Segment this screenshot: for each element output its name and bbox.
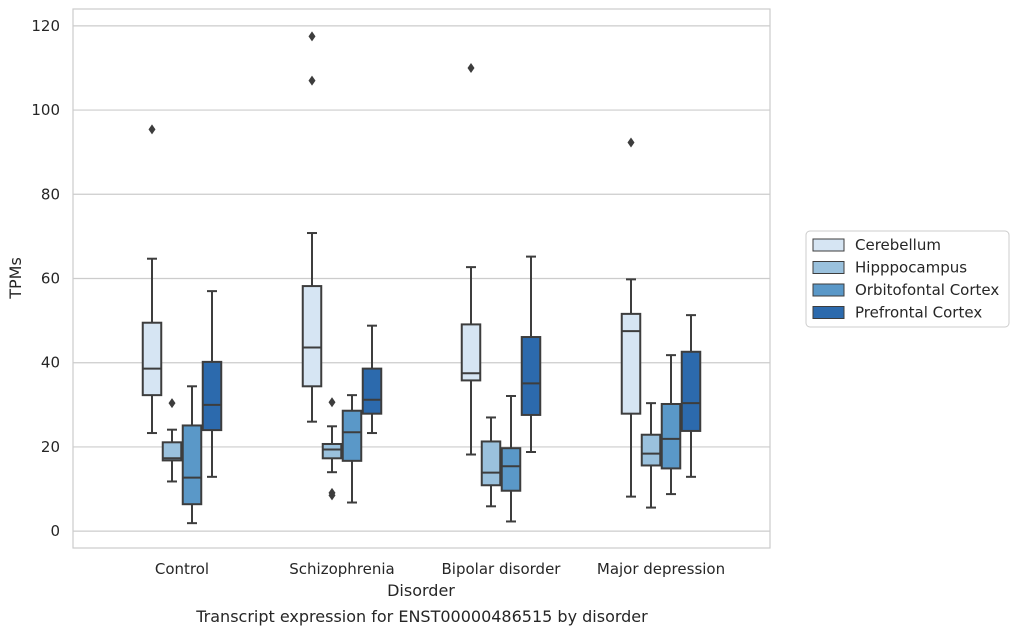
legend-swatch — [812, 238, 845, 252]
outlier-point — [168, 398, 176, 409]
box-0-0 — [141, 124, 163, 435]
box-0-1 — [301, 31, 323, 423]
legend-label: Prefrontal Cortex — [855, 304, 982, 322]
outlier-point — [308, 75, 316, 86]
box-rect — [660, 402, 682, 470]
box-1-0 — [161, 398, 183, 483]
y-tick-label: 80 — [41, 185, 60, 203]
y-tick-label: 60 — [41, 270, 60, 288]
box-3-1 — [361, 324, 383, 435]
box-rect — [181, 424, 203, 506]
x-tick-label: Schizophrenia — [289, 560, 394, 578]
box-rect — [460, 323, 482, 382]
legend-swatch — [812, 283, 845, 297]
box-1-3 — [640, 402, 662, 509]
box-1-1 — [321, 397, 343, 501]
outlier-point — [148, 124, 156, 135]
box-3-2 — [520, 255, 542, 453]
legend-label: Hipppocampus — [855, 259, 967, 277]
y-tick-label: 100 — [31, 101, 60, 119]
boxes — [141, 31, 702, 525]
box-0-2 — [460, 62, 482, 456]
box-rect — [640, 433, 662, 467]
box-rect — [201, 360, 223, 432]
box-rect — [301, 285, 323, 388]
legend-label: Cerebellum — [855, 236, 941, 254]
box-rect — [500, 447, 522, 492]
outlier-point — [328, 397, 336, 408]
legend-swatch — [812, 261, 845, 274]
box-rect — [620, 312, 642, 415]
box-2-1 — [341, 394, 363, 504]
box-rect — [341, 409, 363, 462]
x-tick-label: Major depression — [597, 560, 725, 578]
y-tick-labels: 0 20 40 60 80 100 120 — [31, 17, 60, 540]
y-tick-label: 40 — [41, 354, 60, 372]
x-tick-label: Bipolar disorder — [442, 560, 562, 578]
legend: Cerebellum Hipppocampus Orbitofontal Corte… — [805, 230, 1010, 328]
box-3-0 — [201, 290, 223, 478]
y-axis-title: TPMs — [6, 257, 25, 300]
y-tick-label: 120 — [31, 17, 60, 35]
box-rect — [161, 441, 183, 462]
x-tick-labels: Control Schizophrenia Bipolar disorder Majo… — [155, 560, 725, 578]
plot-frame — [72, 8, 771, 549]
box-2-0 — [181, 385, 203, 525]
legend-frame — [805, 230, 1010, 328]
box-1-2 — [480, 416, 502, 508]
chart-caption: Transcript expression for ENST0000048651… — [195, 607, 648, 626]
box-rect — [480, 440, 502, 487]
box-rect — [680, 350, 702, 432]
box-3-3 — [680, 314, 702, 478]
x-axis-title: Disorder — [387, 581, 455, 600]
box-rect — [520, 336, 542, 416]
outlier-point — [308, 31, 316, 42]
outlier-point — [467, 62, 475, 73]
box-rect — [141, 321, 163, 397]
outlier-point — [328, 487, 336, 498]
y-tick-label: 0 — [50, 522, 60, 540]
y-tick-label: 20 — [41, 438, 60, 456]
legend-swatch — [812, 306, 845, 319]
box-0-3 — [620, 137, 642, 498]
box-2-2 — [500, 394, 522, 523]
box-2-3 — [660, 354, 682, 496]
box-rect — [361, 367, 383, 415]
box-rect — [321, 442, 343, 460]
x-tick-label: Control — [155, 560, 209, 578]
outlier-point — [627, 137, 635, 148]
legend-label: Orbitofontal Cortex — [855, 281, 999, 299]
